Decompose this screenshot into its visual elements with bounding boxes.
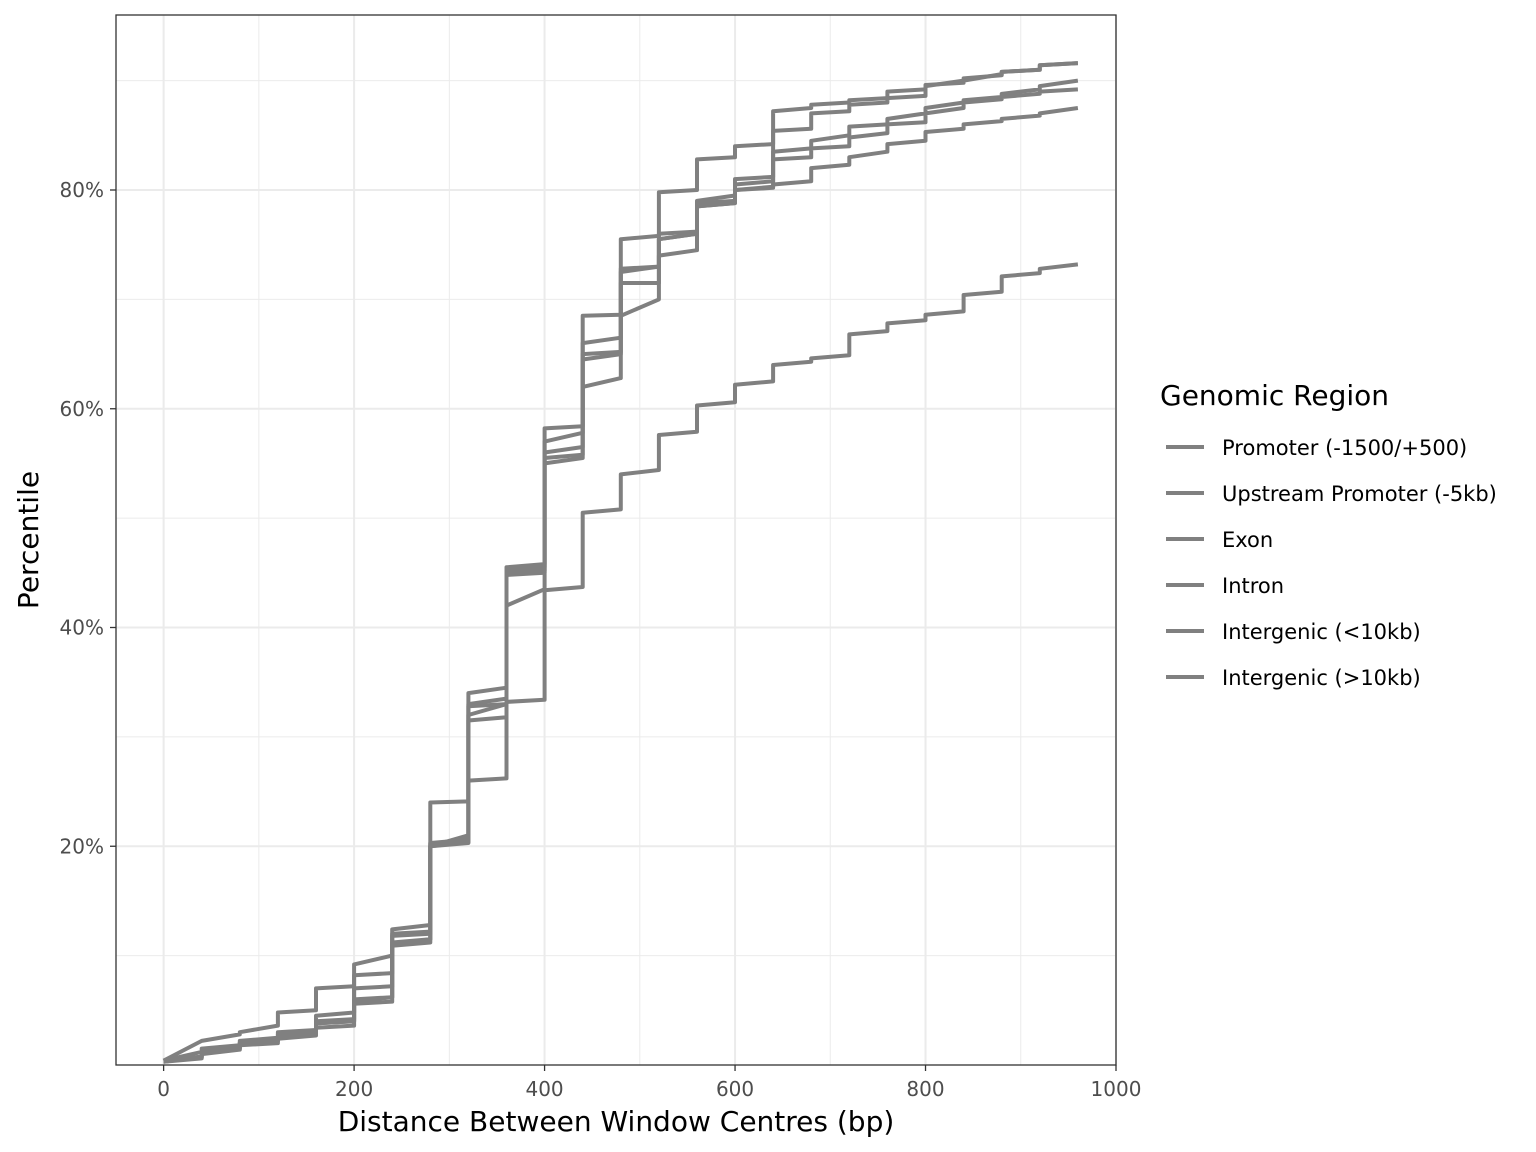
y-axis: 20% 40% 60% 80% xyxy=(60,178,116,858)
y-tick-label: 60% xyxy=(60,397,104,421)
y-axis-title: Percentile xyxy=(12,471,45,609)
legend-label: Intron xyxy=(1222,574,1284,598)
x-tick-label: 800 xyxy=(906,1077,944,1101)
series-line-4 xyxy=(163,87,1079,1064)
x-tick-label: 600 xyxy=(716,1077,754,1101)
legend-label: Intergenic (<10kb) xyxy=(1222,620,1421,644)
legend-label: Upstream Promoter (-5kb) xyxy=(1222,482,1497,506)
legend-items: Promoter (-1500/+500) Upstream Promoter (… xyxy=(1166,436,1497,690)
x-tick-label: 0 xyxy=(157,1077,170,1101)
y-tick-label: 80% xyxy=(60,178,104,202)
x-tick-label: 1000 xyxy=(1091,1077,1142,1101)
series-line-6 xyxy=(163,262,1079,1063)
y-tick-label: 20% xyxy=(60,834,104,858)
legend: Genomic Region Promoter (-1500/+500) Upst… xyxy=(1160,379,1497,690)
legend-label: Intergenic (>10kb) xyxy=(1222,666,1421,690)
y-tick-label: 40% xyxy=(60,616,104,640)
x-axis: 0 200 400 600 800 1000 xyxy=(157,1065,1141,1101)
x-tick-label: 200 xyxy=(335,1077,373,1101)
legend-label: Promoter (-1500/+500) xyxy=(1222,436,1467,460)
series-layer xyxy=(162,61,1079,1064)
x-tick-label: 400 xyxy=(525,1077,563,1101)
legend-title: Genomic Region xyxy=(1160,379,1389,412)
panel-border xyxy=(115,14,1117,1066)
x-axis-title: Distance Between Window Centres (bp) xyxy=(338,1105,895,1138)
legend-label: Exon xyxy=(1222,528,1273,552)
